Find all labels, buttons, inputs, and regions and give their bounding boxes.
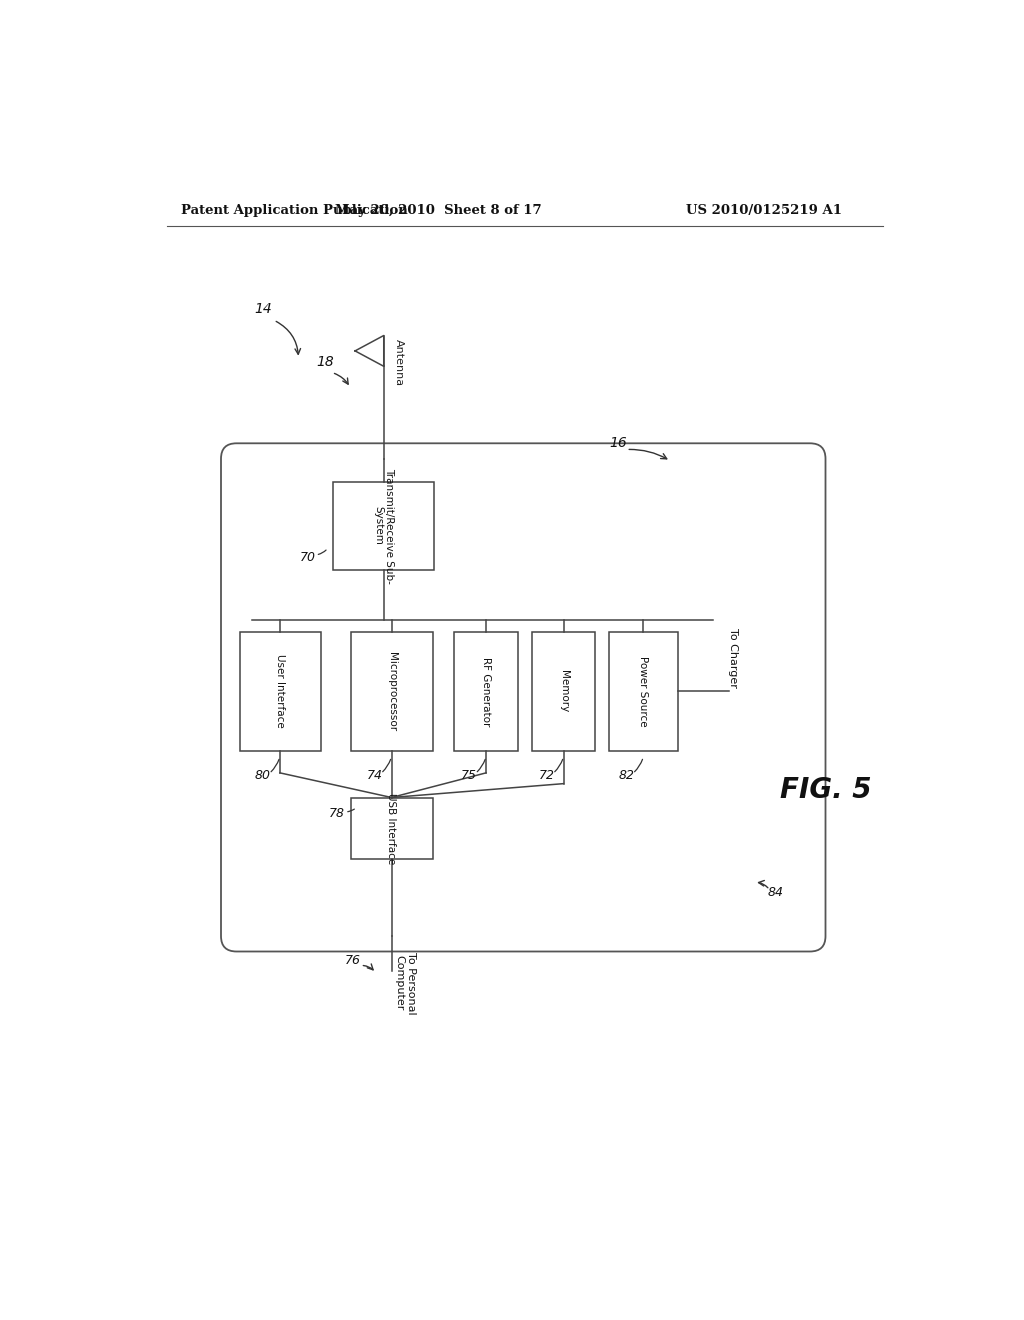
Text: 16: 16 xyxy=(609,437,627,450)
Bar xyxy=(608,632,678,751)
Text: 70: 70 xyxy=(300,550,315,564)
Text: 80: 80 xyxy=(255,770,271,783)
Text: 82: 82 xyxy=(618,770,634,783)
Text: Patent Application Publication: Patent Application Publication xyxy=(180,205,408,218)
Text: 84: 84 xyxy=(768,886,784,899)
Text: To Charger: To Charger xyxy=(727,627,737,688)
Bar xyxy=(240,632,321,751)
Text: US 2010/0125219 A1: US 2010/0125219 A1 xyxy=(685,205,842,218)
Text: FIG. 5: FIG. 5 xyxy=(779,776,871,804)
Text: USB Interface: USB Interface xyxy=(386,793,396,863)
Text: To Personal
Computer: To Personal Computer xyxy=(394,952,416,1014)
Text: 74: 74 xyxy=(367,770,382,783)
Text: May 20, 2010  Sheet 8 of 17: May 20, 2010 Sheet 8 of 17 xyxy=(335,205,542,218)
Bar xyxy=(351,797,432,859)
Text: Transmit/Receive Sub-
System: Transmit/Receive Sub- System xyxy=(373,467,394,583)
Text: Antenna: Antenna xyxy=(394,339,404,387)
Text: 78: 78 xyxy=(330,807,345,820)
Text: RF Generator: RF Generator xyxy=(481,656,492,726)
Text: Memory: Memory xyxy=(558,671,568,713)
Text: User Interface: User Interface xyxy=(274,655,285,729)
Text: 76: 76 xyxy=(345,954,360,968)
Text: Microprocessor: Microprocessor xyxy=(386,652,396,731)
Text: Power Source: Power Source xyxy=(638,656,648,726)
Bar xyxy=(351,632,432,751)
Text: 14: 14 xyxy=(255,302,272,317)
Bar xyxy=(455,632,518,751)
Bar xyxy=(334,482,434,570)
Text: 75: 75 xyxy=(461,770,477,783)
Text: 18: 18 xyxy=(316,355,335,370)
Bar xyxy=(531,632,595,751)
Text: 72: 72 xyxy=(539,770,555,783)
